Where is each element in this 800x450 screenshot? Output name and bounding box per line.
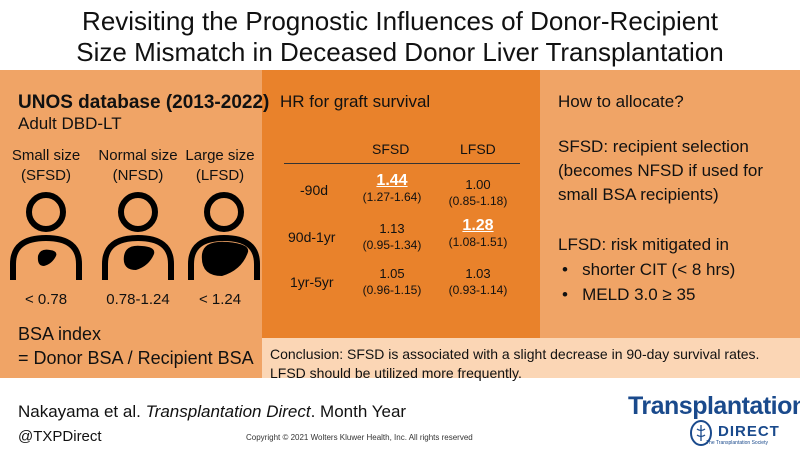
title-line-1: Revisiting the Prognostic Influences of … — [82, 6, 718, 36]
society-seal-icon — [690, 420, 712, 446]
allocation-heading: How to allocate? — [558, 92, 684, 111]
conclusion-text: Conclusion: SFSD is associated with a sl… — [270, 346, 760, 381]
ci-value: (0.93-1.14) — [448, 283, 508, 297]
journal-logo-wordmark: Transplantation® — [628, 392, 800, 421]
bullet-item-cit: • shorter CIT (< 8 hrs) — [562, 258, 735, 282]
ci-value: (1.08-1.51) — [448, 235, 508, 249]
bsa-index-label: BSA index — [18, 324, 102, 344]
cell-90d-lfsd: 1.00 (0.85-1.18) — [438, 176, 518, 210]
column-header-sfsd: SFSD — [372, 141, 410, 157]
lfsd-recommendation: LFSD: risk mitigated in — [558, 235, 729, 254]
cell-1yr-5yr-sfsd: 1.05 (0.96-1.15) — [352, 265, 432, 299]
citation-authors: Nakayama et al. — [18, 402, 146, 421]
ci-value: (0.85-1.18) — [448, 194, 508, 208]
ci-value: (0.96-1.15) — [362, 283, 422, 297]
small-size-abbr: (SFSD) — [21, 167, 71, 184]
title-line-2: Size Mismatch in Deceased Donor Liver Tr… — [76, 37, 724, 67]
large-size-abbr: (LFSD) — [195, 167, 245, 184]
normal-size-label: Normal size (NFSD) — [92, 146, 184, 186]
page-title: Revisiting the Prognostic Influences of … — [0, 6, 800, 68]
large-size-name: Large size — [185, 147, 255, 164]
bullet-text: MELD 3.0 ≥ 35 — [582, 285, 696, 304]
hr-value: 1.44 — [376, 172, 408, 189]
hr-value: 1.05 — [379, 266, 405, 281]
person-normal-liver-icon — [102, 192, 174, 280]
ci-value: (0.95-1.34) — [362, 238, 422, 252]
citation-journal: Transplantation Direct — [145, 402, 311, 421]
right-panel — [540, 70, 800, 338]
normal-size-abbr: (NFSD) — [112, 167, 164, 184]
table-header-divider — [284, 163, 520, 164]
row-label-90d-1yr: 90d-1yr — [288, 229, 336, 245]
hr-value: 1.28 — [462, 217, 494, 234]
cell-1yr-5yr-lfsd: 1.03 (0.93-1.14) — [438, 265, 518, 299]
hr-value: 1.13 — [379, 221, 405, 236]
sfsd-line-1: SFSD: recipient selection — [558, 137, 749, 156]
middle-panel — [262, 70, 540, 338]
hr-value: 1.03 — [465, 266, 491, 281]
citation: Nakayama et al. Transplantation Direct. … — [18, 402, 406, 422]
person-small-liver-icon — [10, 192, 82, 280]
cell-90d-sfsd: 1.44 (1.27-1.64) — [352, 172, 432, 206]
large-size-range: < 1.24 — [198, 291, 242, 308]
sfsd-line-3: small BSA recipients) — [558, 185, 719, 204]
hr-value: 1.00 — [465, 177, 491, 192]
row-label-90d: -90d — [300, 182, 329, 198]
person-large-liver-icon — [188, 192, 260, 280]
sfsd-line-2: (becomes NFSD if used for — [558, 161, 764, 180]
column-header-lfsd: LFSD — [460, 141, 496, 157]
large-size-label: Large size (LFSD) — [180, 146, 260, 186]
normal-size-range: 0.78-1.24 — [106, 291, 170, 308]
small-size-range: < 0.78 — [24, 291, 68, 308]
bsa-index-formula: = Donor BSA / Recipient BSA — [18, 348, 254, 368]
hr-table-heading: HR for graft survival — [280, 92, 431, 111]
society-name: The Transplantation Society — [706, 440, 768, 446]
copyright-notice: Copyright © 2021 Wolters Kluwer Health, … — [246, 433, 473, 442]
normal-size-name: Normal size — [98, 147, 178, 164]
cell-90d-1yr-lfsd: 1.28 (1.08-1.51) — [438, 217, 518, 251]
journal-logo-direct: DIRECT — [718, 423, 780, 440]
row-label-1yr-5yr: 1yr-5yr — [290, 274, 334, 290]
conclusion-panel — [262, 338, 800, 378]
database-heading: UNOS database (2013-2022) — [18, 92, 270, 113]
bullet-icon: • — [562, 285, 568, 304]
sfsd-recommendation: SFSD: recipient selection (becomes NFSD … — [558, 135, 763, 207]
citation-date: . Month Year — [310, 402, 407, 421]
population-subheading: Adult DBD-LT — [18, 114, 122, 133]
ci-value: (1.27-1.64) — [362, 190, 422, 204]
twitter-handle[interactable]: @TXPDirect — [18, 428, 102, 445]
bullet-item-meld: • MELD 3.0 ≥ 35 — [562, 283, 695, 307]
small-size-name: Small size — [11, 147, 81, 164]
small-size-label: Small size (SFSD) — [6, 146, 86, 186]
left-panel — [0, 70, 262, 378]
logo-main: Transplantation — [628, 392, 800, 420]
bullet-text: shorter CIT (< 8 hrs) — [582, 260, 736, 279]
bullet-icon: • — [562, 260, 568, 279]
cell-90d-1yr-sfsd: 1.13 (0.95-1.34) — [352, 220, 432, 254]
